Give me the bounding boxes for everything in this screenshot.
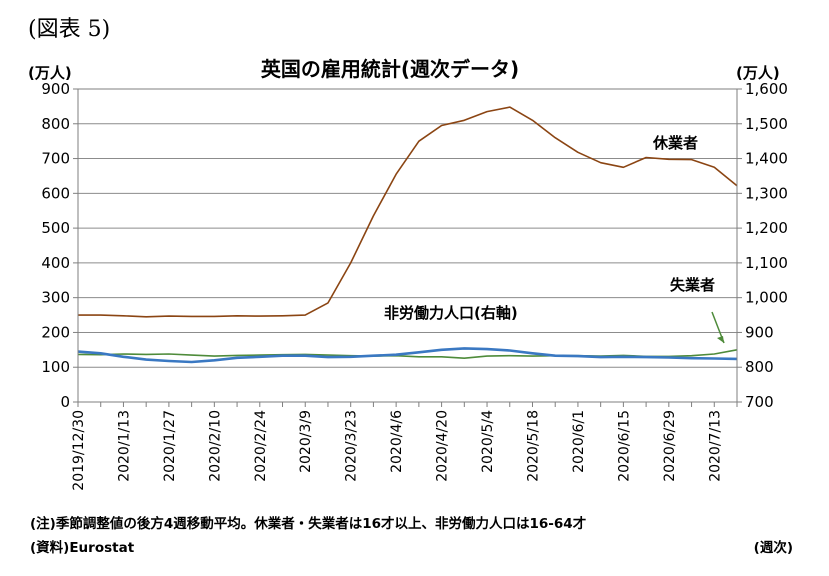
left-y-tick-label: 600 xyxy=(41,184,70,202)
x-tick-label: 2020/7/13 xyxy=(707,410,723,482)
left-y-tick-label: 500 xyxy=(41,219,70,237)
left-y-tick-label: 700 xyxy=(41,150,70,168)
figure-label: (図表 5) xyxy=(28,17,110,42)
series-lines xyxy=(77,106,738,364)
right-y-tick-label: 1,500 xyxy=(745,115,788,133)
x-tick-label: 2020/5/18 xyxy=(525,410,541,482)
x-tick-label: 2020/1/13 xyxy=(116,410,132,482)
right-axis-unit: (万人) xyxy=(736,64,780,82)
right-y-tick-label: 700 xyxy=(745,393,774,411)
x-tick-label: 2020/6/15 xyxy=(616,410,632,482)
x-tick-label: 2020/4/20 xyxy=(435,410,451,482)
left-axis-unit: (万人) xyxy=(28,64,72,82)
series-line-1 xyxy=(78,106,738,318)
annotation-unemployed-arrowhead xyxy=(717,336,724,343)
plot-area-frame xyxy=(77,88,738,403)
x-tick-label: 2020/3/9 xyxy=(298,410,314,473)
x-tick-label: 2020/2/10 xyxy=(207,410,223,482)
right-y-axis-ticks: 700 800 900 1,000 1,100 1,200 1,300 1,400 1,500 1… xyxy=(737,80,788,411)
x-axis-ticks: 2019/12/30 2020/1/13 2020/1/27 2020/2/10 202… xyxy=(71,402,738,491)
x-tick-label: 2020/5/4 xyxy=(480,410,496,473)
right-y-tick-label: 1,400 xyxy=(745,150,788,168)
chart-note: (注)季節調整値の後方4週移動平均。休業者・失業者は16才以上、非労働力人口は1… xyxy=(30,515,586,532)
x-tick-label: 2020/6/29 xyxy=(662,410,678,482)
annotation-furlough: 休業者 xyxy=(652,134,698,152)
x-tick-label: 2020/4/6 xyxy=(389,410,405,473)
right-y-tick-label: 1,200 xyxy=(745,219,788,237)
left-y-tick-label: 400 xyxy=(41,254,70,272)
x-tick-label: 2020/1/27 xyxy=(162,410,178,482)
right-y-tick-label: 900 xyxy=(745,323,774,341)
x-tick-label: 2019/12/30 xyxy=(71,410,87,491)
annotation-unemployed: 失業者 xyxy=(670,276,715,294)
annotation-inactive: 非労働力人口(右軸) xyxy=(384,304,518,322)
left-y-tick-label: 200 xyxy=(41,323,70,341)
left-y-tick-label: 800 xyxy=(41,115,70,133)
x-tick-label: 2020/3/23 xyxy=(344,410,360,482)
series-line-3 xyxy=(77,347,738,364)
chart-source: (資料)Eurostat xyxy=(30,539,135,556)
chart-title: 英国の雇用統計(週次データ) xyxy=(261,57,519,81)
right-y-tick-label: 1,300 xyxy=(745,184,788,202)
x-tick-label: 2020/6/1 xyxy=(571,410,587,473)
left-y-axis-ticks: 0 100 200 300 400 500 600 700 800 900 xyxy=(41,80,78,411)
left-y-tick-label: 300 xyxy=(41,289,70,307)
x-tick-label: 2020/2/24 xyxy=(253,410,269,482)
left-y-tick-label: 900 xyxy=(41,80,70,98)
left-y-tick-label: 100 xyxy=(41,358,70,376)
right-y-tick-label: 1,600 xyxy=(745,80,788,98)
x-axis-unit: (週次) xyxy=(754,539,793,556)
right-y-tick-label: 1,000 xyxy=(745,289,788,307)
left-y-tick-label: 0 xyxy=(60,393,70,411)
right-y-tick-label: 800 xyxy=(745,358,774,376)
right-y-tick-label: 1,100 xyxy=(745,254,788,272)
